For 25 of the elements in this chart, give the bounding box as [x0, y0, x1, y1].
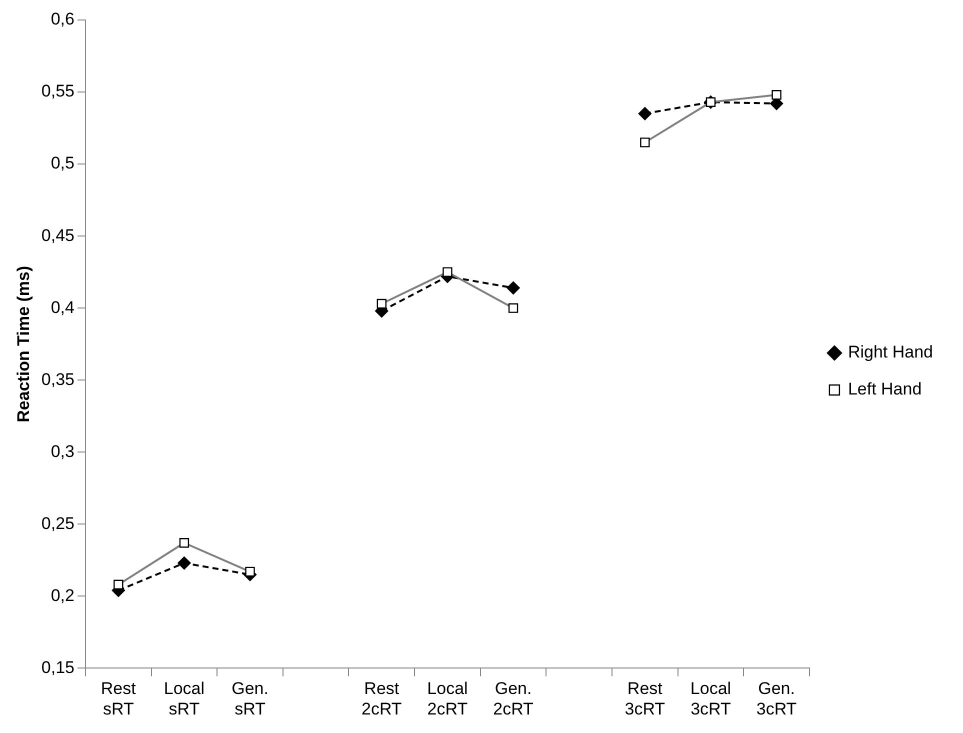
y-tick-label: 0,25 [41, 514, 74, 533]
legend-label: Right Hand [848, 342, 934, 362]
legend-label: Left Hand [848, 380, 922, 399]
x-tick-label: Local 2cRT [427, 679, 468, 718]
x-tick-label: Rest sRT [100, 679, 136, 718]
point [178, 556, 191, 570]
y-tick-label: 0,3 [50, 442, 74, 461]
y-tick-label: 0,55 [41, 82, 74, 101]
y-tick-label: 0,35 [41, 370, 74, 389]
x-tick-label: Rest 2cRT [361, 679, 402, 718]
x-tick-label: Gen. 3cRT [756, 679, 797, 718]
x-tick-label: Gen. sRT [232, 679, 268, 718]
x-tick-label: Gen. 2cRT [493, 679, 534, 718]
x-tick-label: Local sRT [164, 679, 205, 718]
x-tick-label: Local 3cRT [690, 679, 732, 718]
y-tick-label: 0,5 [50, 154, 74, 173]
y-tick-label: 0,45 [41, 226, 74, 245]
y-tick-label: 0,6 [50, 10, 74, 29]
y-tick-label: 0,2 [50, 586, 74, 605]
y-tick-label: 0,4 [50, 298, 74, 317]
y-tick-label: 0,15 [41, 658, 74, 677]
point [638, 107, 652, 120]
point [506, 281, 520, 295]
x-tick-label: Rest 3cRT [624, 679, 666, 718]
y-axis-title: Reaction Time (ms) [14, 266, 33, 422]
